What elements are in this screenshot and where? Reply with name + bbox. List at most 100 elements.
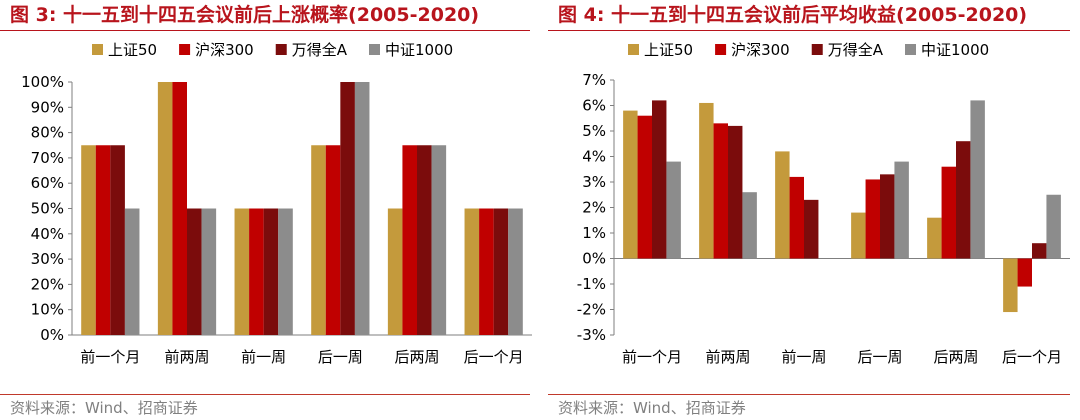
bar	[1003, 258, 1018, 313]
legend-swatch	[628, 44, 639, 55]
legend-swatch	[905, 44, 916, 55]
y-tick-label: 90%	[31, 98, 64, 116]
chart-panel-rise-probability: 图 3: 十一五到十四五会议前后上涨概率(2005-2020) 上证50 沪深30…	[0, 4, 532, 417]
x-tick-label: 后一周	[857, 348, 902, 366]
bar	[201, 208, 217, 335]
x-tick-label: 后一个月	[1002, 348, 1062, 366]
chart-title: 图 3: 十一五到十四五会议前后上涨概率(2005-2020)	[10, 4, 480, 26]
bar	[479, 208, 494, 335]
y-tick-label: 20%	[31, 275, 64, 293]
legend-swatch	[275, 44, 287, 55]
y-tick-label: 7%	[582, 71, 606, 89]
chart-title: 图 4: 十一五到十四五会议前后平均收益(2005-2020)	[558, 4, 1028, 26]
bar	[249, 208, 264, 335]
y-tick-label: 1%	[582, 224, 606, 242]
bar	[789, 176, 804, 259]
bar	[172, 82, 187, 335]
legend-swatch	[92, 44, 103, 55]
y-tick-label: 40%	[31, 225, 64, 243]
x-tick-label: 前一个月	[622, 348, 682, 366]
bar	[234, 208, 250, 335]
x-tick-label: 后两周	[933, 348, 978, 366]
bar	[894, 161, 909, 259]
bar	[865, 179, 880, 259]
bar	[637, 115, 652, 259]
bar-chart-rise-probability: 上证50 沪深300 万得全A 中证1000 0% 10% 20% 30% 40% 50% 60% 7…	[21, 41, 532, 366]
bar	[311, 145, 326, 335]
bar	[666, 161, 681, 259]
source-divider	[548, 394, 1070, 395]
bar	[387, 208, 403, 335]
bar	[493, 208, 509, 335]
title-divider	[0, 30, 530, 31]
y-tick-label: -3%	[577, 326, 606, 344]
y-tick-label: 100%	[21, 73, 64, 91]
y-tick-label: -1%	[577, 275, 606, 293]
bar	[742, 192, 757, 259]
x-tick-label: 前一周	[241, 348, 286, 366]
y-tick-label: 30%	[31, 250, 64, 268]
bar	[431, 145, 447, 335]
x-tick-label: 前两周	[705, 348, 750, 366]
y-tick-label: 0%	[40, 326, 64, 344]
bar	[340, 82, 355, 335]
bar	[956, 141, 971, 259]
x-tick-label: 前一周	[781, 348, 826, 366]
legend-label: 万得全A	[828, 41, 884, 59]
legend-label: 中证1000	[921, 41, 989, 59]
x-tick-label: 前两周	[164, 348, 209, 366]
bar	[278, 208, 293, 335]
y-tick-label: 6%	[582, 97, 606, 115]
y-tick-label: -2%	[577, 301, 606, 319]
legend-swatch	[369, 44, 380, 55]
bar	[927, 217, 942, 259]
x-tick-label: 后一个月	[464, 348, 524, 366]
bar	[851, 212, 866, 259]
legend-label: 沪深300	[195, 41, 254, 59]
y-tick-label: 80%	[31, 124, 64, 142]
x-tick-label: 前一个月	[80, 348, 140, 366]
bar	[95, 145, 111, 335]
bar	[970, 100, 985, 259]
bar	[699, 102, 714, 259]
source-note: 资料来源：Wind、招商证券	[10, 399, 198, 417]
y-tick-label: 5%	[582, 122, 606, 140]
bar	[1046, 194, 1061, 259]
y-tick-label: 60%	[31, 174, 64, 192]
bar	[880, 174, 895, 259]
y-tick-label: 3%	[582, 173, 606, 191]
bar	[81, 145, 96, 335]
legend-label: 上证50	[644, 41, 693, 59]
bar	[464, 208, 480, 335]
bar	[941, 166, 956, 259]
bar	[354, 82, 370, 335]
bar	[402, 145, 417, 335]
bar	[623, 110, 638, 259]
bar	[263, 208, 279, 335]
bar	[1032, 243, 1047, 259]
y-tick-label: 50%	[31, 200, 64, 218]
legend-swatch	[715, 44, 727, 55]
bar-chart-average-return: 上证50 沪深300 万得全A 中证1000 -3% -2% -1% 0% 1% 2% 3% 4% 5%…	[577, 41, 1070, 366]
bar	[508, 208, 523, 335]
bar	[325, 145, 341, 335]
bar	[187, 208, 202, 335]
bar	[652, 100, 667, 259]
bar	[1017, 258, 1032, 287]
bar	[775, 151, 790, 259]
legend-label: 中证1000	[385, 41, 453, 59]
legend-swatch	[179, 44, 191, 55]
y-tick-label: 4%	[582, 148, 606, 166]
title-divider	[548, 30, 1070, 31]
y-tick-label: 70%	[31, 149, 64, 167]
legend-label: 万得全A	[292, 41, 348, 59]
source-note: 资料来源：Wind、招商证券	[558, 399, 746, 417]
bar	[804, 199, 819, 259]
bar	[110, 145, 125, 335]
bar	[728, 125, 743, 259]
source-divider	[0, 394, 530, 395]
bar	[157, 82, 173, 335]
bar	[124, 208, 140, 335]
y-tick-label: 0%	[582, 250, 606, 268]
bar	[417, 145, 432, 335]
